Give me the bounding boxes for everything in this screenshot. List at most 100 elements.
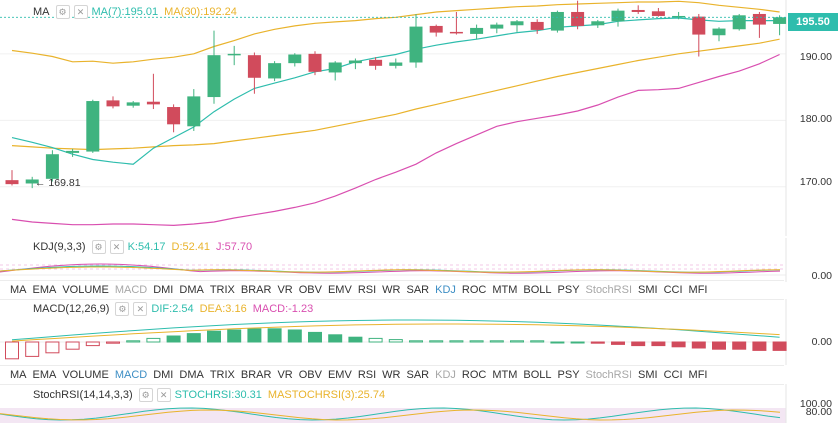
tab-brar[interactable]: BRAR xyxy=(240,369,272,381)
settings-icon[interactable]: ⚙ xyxy=(115,302,130,316)
tab-psy[interactable]: PSY xyxy=(557,284,580,296)
kdj-pane[interactable]: KDJ(9,3,3) ⚙ ✕ K:54.17 D:52.41 J:57.70 0… xyxy=(0,238,838,282)
tab-volume[interactable]: VOLUME xyxy=(62,369,109,381)
tab-kdj[interactable]: KDJ xyxy=(435,369,456,381)
tab-wr[interactable]: WR xyxy=(382,369,401,381)
tab-roc[interactable]: ROC xyxy=(461,369,487,381)
tab-trix[interactable]: TRIX xyxy=(209,284,235,296)
tab-mtm[interactable]: MTM xyxy=(492,284,518,296)
macd-bar xyxy=(388,339,403,343)
mastochrsi-line xyxy=(0,409,781,421)
kdj-name: KDJ(9,3,3) xyxy=(33,241,86,253)
tab-ema[interactable]: EMA xyxy=(32,284,57,296)
stochrsi-label-100: 100.00 xyxy=(799,398,832,410)
candle-up xyxy=(389,62,403,66)
stochrsi-value: STOCHRSI:30.31 xyxy=(174,389,262,401)
settings-icon[interactable]: ⚙ xyxy=(91,240,106,254)
close-icon[interactable]: ✕ xyxy=(73,5,88,19)
tab-mfi[interactable]: MFI xyxy=(688,284,708,296)
candle-up xyxy=(672,15,686,18)
macd-bar xyxy=(287,329,302,343)
tab-wr[interactable]: WR xyxy=(382,284,401,296)
candlestick-chart[interactable] xyxy=(0,0,838,236)
tab-macd[interactable]: MACD xyxy=(114,284,148,296)
macd-chart[interactable] xyxy=(0,299,838,365)
close-icon[interactable]: ✕ xyxy=(133,302,148,316)
tab-boll[interactable]: BOLL xyxy=(523,369,552,381)
candle-up xyxy=(470,27,484,34)
macd-bar xyxy=(106,341,120,344)
tab-psy[interactable]: PSY xyxy=(557,369,580,381)
tab-boll[interactable]: BOLL xyxy=(523,284,552,296)
settings-icon[interactable]: ⚙ xyxy=(138,388,153,402)
macd-bar xyxy=(267,328,282,343)
tab-smi[interactable]: SMI xyxy=(638,369,658,381)
stochrsi-label-80: 80.00 xyxy=(805,406,832,418)
macd-bar xyxy=(570,341,585,344)
close-icon[interactable]: ✕ xyxy=(109,240,124,254)
candle-down xyxy=(167,107,181,125)
tab-sar[interactable]: SAR xyxy=(406,284,430,296)
tab-kdj[interactable]: KDJ xyxy=(435,284,456,296)
indicator-tabs: MA EMA VOLUME MACD DMI DMA TRIX BRAR VR … xyxy=(0,280,784,300)
macd-bar xyxy=(25,341,40,357)
tab-ma[interactable]: MA xyxy=(10,284,27,296)
macd-bar xyxy=(328,334,343,343)
tab-dma[interactable]: DMA xyxy=(179,369,204,381)
tab-ema[interactable]: EMA xyxy=(32,369,57,381)
close-icon[interactable]: ✕ xyxy=(156,388,171,402)
stochrsi-chart[interactable] xyxy=(0,384,838,423)
tab-trix[interactable]: TRIX xyxy=(209,369,235,381)
mastochrsi-value: MASTOCHRSI(3):25.74 xyxy=(267,389,386,401)
tab-dma[interactable]: DMA xyxy=(179,284,204,296)
price-label-180: 180.00 xyxy=(799,113,832,125)
tab-vr[interactable]: VR xyxy=(277,369,293,381)
price-label-170: 170.00 xyxy=(799,176,832,188)
tab-emv[interactable]: EMV xyxy=(327,369,352,381)
tab-cci[interactable]: CCI xyxy=(663,369,683,381)
tab-obv[interactable]: OBV xyxy=(298,369,322,381)
tab-cci[interactable]: CCI xyxy=(663,284,683,296)
macd-bar xyxy=(611,341,625,345)
tab-smi[interactable]: SMI xyxy=(638,284,658,296)
tab-rsi[interactable]: RSI xyxy=(357,369,377,381)
tab-sar[interactable]: SAR xyxy=(406,369,430,381)
tab-stochrsi[interactable]: StochRSI xyxy=(585,369,633,381)
tab-emv[interactable]: EMV xyxy=(327,284,352,296)
tab-mfi[interactable]: MFI xyxy=(688,369,708,381)
kdj-j-value: J:57.70 xyxy=(216,241,253,253)
macd-bar xyxy=(146,337,161,343)
settings-icon[interactable]: ⚙ xyxy=(55,5,70,19)
macd-bar xyxy=(732,341,747,350)
kdj-chart[interactable] xyxy=(0,238,838,282)
tab-macd[interactable]: MACD xyxy=(114,369,148,381)
macd-macd-value: MACD:-1.23 xyxy=(252,303,314,315)
tab-roc[interactable]: ROC xyxy=(461,284,487,296)
tab-brar[interactable]: BRAR xyxy=(240,284,272,296)
tab-rsi[interactable]: RSI xyxy=(357,284,377,296)
stochrsi-name: StochRSI(14,14,3,3) xyxy=(33,389,133,401)
macd-bar xyxy=(469,340,484,343)
tab-dmi[interactable]: DMI xyxy=(153,369,174,381)
macd-bar xyxy=(590,341,605,344)
macd-pane[interactable]: MACD(12,26,9) ⚙ ✕ DIF:2.54 DEA:3.16 MACD… xyxy=(0,299,838,365)
candle-down xyxy=(631,9,645,12)
macd-bar xyxy=(631,341,646,347)
tab-vr[interactable]: VR xyxy=(277,284,293,296)
macd-zero-label: 0.00 xyxy=(811,336,832,348)
candle-down xyxy=(308,53,322,72)
tab-ma[interactable]: MA xyxy=(10,369,27,381)
candle-up xyxy=(227,53,241,56)
stochrsi-legend: StochRSI(14,14,3,3) ⚙ ✕ STOCHRSI:30.31 M… xyxy=(0,386,391,404)
macd-bar xyxy=(308,331,322,343)
main-legend: MA ⚙ ✕ MA(7):195.01 MA(30):192.24 xyxy=(0,3,243,21)
tab-stochrsi[interactable]: StochRSI xyxy=(585,284,633,296)
macd-bar xyxy=(489,340,504,343)
price-pane[interactable]: MA ⚙ ✕ MA(7):195.01 MA(30):192.24 195.50… xyxy=(0,0,838,236)
tab-obv[interactable]: OBV xyxy=(298,284,322,296)
tab-volume[interactable]: VOLUME xyxy=(62,284,109,296)
tab-mtm[interactable]: MTM xyxy=(492,369,518,381)
tab-dmi[interactable]: DMI xyxy=(153,284,174,296)
candle-down xyxy=(449,31,463,34)
stochrsi-pane[interactable]: StochRSI(14,14,3,3) ⚙ ✕ STOCHRSI:30.31 M… xyxy=(0,384,838,423)
